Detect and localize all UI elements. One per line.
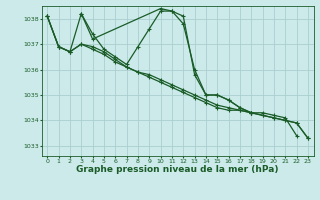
X-axis label: Graphe pression niveau de la mer (hPa): Graphe pression niveau de la mer (hPa) xyxy=(76,165,279,174)
